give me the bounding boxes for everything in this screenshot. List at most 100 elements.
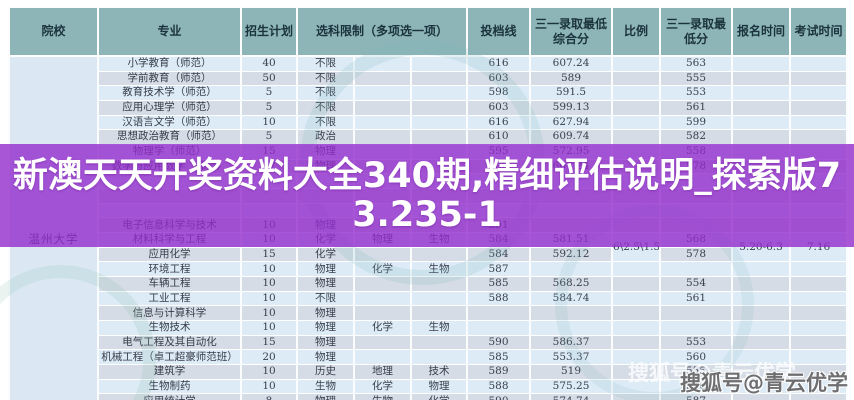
- cell-line: 588: [466, 290, 532, 306]
- cell-min: 599: [659, 114, 734, 130]
- cell-line: 590: [466, 334, 532, 350]
- cell-subject: 技术: [409, 364, 469, 380]
- cell-subject: [409, 55, 469, 72]
- header-ratio: 比例: [611, 6, 662, 57]
- cell-subject: [409, 290, 469, 306]
- cell-major: 小学教育（师范）: [97, 55, 242, 72]
- cell-plan: 10: [240, 276, 298, 292]
- cell-comprehensive: 574.74: [529, 393, 614, 400]
- cell-ratio: [611, 334, 662, 350]
- cell-comprehensive: 589: [529, 70, 614, 86]
- cell-major: 环境工程: [97, 261, 242, 277]
- cell-ratio: [611, 378, 662, 394]
- cell-subject: [409, 349, 469, 365]
- header-college: 院校: [8, 6, 99, 57]
- cell-line: 589: [466, 364, 532, 380]
- cell-major: 机械工程（卓工超豪师范班）: [97, 349, 242, 365]
- cell-major: 生物技术: [97, 320, 242, 336]
- cell-reg: [731, 261, 792, 277]
- header-row: 院校 专业 招生计划 选科限制（多项选一项） 投档线 三一录取最低综合分 比例 …: [8, 6, 849, 57]
- cell-min: 555: [659, 364, 734, 380]
- cell-plan: 40: [240, 55, 298, 72]
- cell-plan: 5: [240, 100, 298, 116]
- table-row: 生物制药 10 生物 化学 物理 588 575.25 546: [9, 378, 849, 394]
- table-row: 应用心理学（师范） 5 不限 603 599.13 561: [9, 100, 849, 116]
- cell-plan: 15: [240, 334, 298, 350]
- cell-ratio: [611, 276, 662, 292]
- cell-major: 学前教育（师范）: [97, 70, 242, 86]
- promo-banner-overlay: 新澳天天开奖资料大全340期,精细评估说明_探索版73.235-1: [0, 144, 854, 247]
- cell-subject: [353, 349, 412, 365]
- cell-min: 563: [659, 55, 734, 72]
- header-line: 投档线: [466, 6, 532, 57]
- cell-line: 603: [466, 100, 532, 116]
- cell-exam: [789, 85, 849, 101]
- cell-subject: 不限: [296, 100, 355, 116]
- cell-subject: 化学: [409, 393, 469, 400]
- cell-ratio: [611, 393, 662, 400]
- cell-subject: [353, 246, 412, 262]
- cell-subject: [409, 114, 469, 130]
- cell-min: [659, 305, 734, 321]
- cell-comprehensive: 627.94: [529, 114, 614, 130]
- cell-exam: [789, 114, 849, 130]
- cell-reg: [731, 55, 792, 72]
- cell-plan: 5: [240, 129, 298, 145]
- cell-subject: 生物: [296, 378, 355, 394]
- cell-plan: 10: [240, 320, 298, 336]
- header-major: 专业: [97, 6, 242, 57]
- table-row: 生物技术 10 物理 化学 生物: [9, 320, 849, 336]
- cell-subject: 物理: [296, 320, 355, 336]
- cell-min: 561: [659, 100, 734, 116]
- cell-reg: [731, 364, 792, 380]
- cell-major: 生物制药: [97, 378, 242, 394]
- header-comprehensive: 三一录取最低综合分: [529, 6, 614, 57]
- cell-ratio: [611, 85, 662, 101]
- cell-subject: [353, 334, 412, 350]
- cell-subject: 物理: [296, 305, 355, 321]
- cell-line: 598: [466, 85, 532, 101]
- table-header: 院校 专业 招生计划 选科限制（多项选一项） 投档线 三一录取最低综合分 比例 …: [8, 6, 849, 57]
- cell-min: 553: [659, 334, 734, 350]
- table-row: 信息与计算科学 10 物理: [9, 305, 849, 321]
- cell-reg: [731, 129, 792, 145]
- cell-subject: 化学: [296, 246, 355, 262]
- cell-subject: [353, 129, 412, 145]
- table-row: 教育技术学（师范） 5 不限 598 591.5 553: [9, 85, 849, 101]
- cell-line: [466, 320, 532, 336]
- cell-exam: [789, 378, 849, 394]
- cell-exam: [789, 305, 849, 321]
- cell-ratio: [611, 129, 662, 145]
- cell-subject: 物理: [296, 334, 355, 350]
- cell-plan: 15: [240, 246, 298, 262]
- cell-exam: [789, 349, 849, 365]
- cell-reg: [731, 70, 792, 86]
- cell-plan: 10: [240, 290, 298, 306]
- cell-ratio: [611, 114, 662, 130]
- cell-subject: 不限: [296, 70, 355, 86]
- cell-line: 588: [466, 378, 532, 394]
- cell-subject: [353, 70, 412, 86]
- cell-min: 554: [659, 276, 734, 292]
- header-plan: 招生计划: [240, 6, 298, 57]
- cell-subject: 生物: [409, 320, 469, 336]
- table-row: 思想政治教育（师范） 5 政治 610 609.74 582: [9, 129, 849, 145]
- cell-ratio: [611, 320, 662, 336]
- table-row: 学前教育（师范） 50 不限 603 589 555: [9, 70, 849, 86]
- ghost-watermark: 搜狐号@青云优学: [628, 361, 796, 385]
- header-subjects: 选科限制（多项选一项）: [295, 6, 469, 57]
- cell-subject: [409, 70, 469, 86]
- cell-line: 584: [466, 246, 532, 262]
- cell-min: 582: [659, 129, 734, 145]
- cell-subject: 物理: [409, 378, 469, 394]
- table-row: 环境工程 10 物理 化学 生物 587: [9, 261, 849, 277]
- cell-comprehensive: [529, 261, 614, 277]
- cell-min: 587: [659, 393, 734, 400]
- header-exam: 考试时间: [789, 6, 849, 57]
- cell-major: 车辆工程: [97, 276, 242, 292]
- cell-subject: [353, 276, 412, 292]
- cell-subject: 不限: [296, 85, 355, 101]
- cell-comprehensive: 553.37: [529, 349, 614, 365]
- cell-subject: [353, 305, 412, 321]
